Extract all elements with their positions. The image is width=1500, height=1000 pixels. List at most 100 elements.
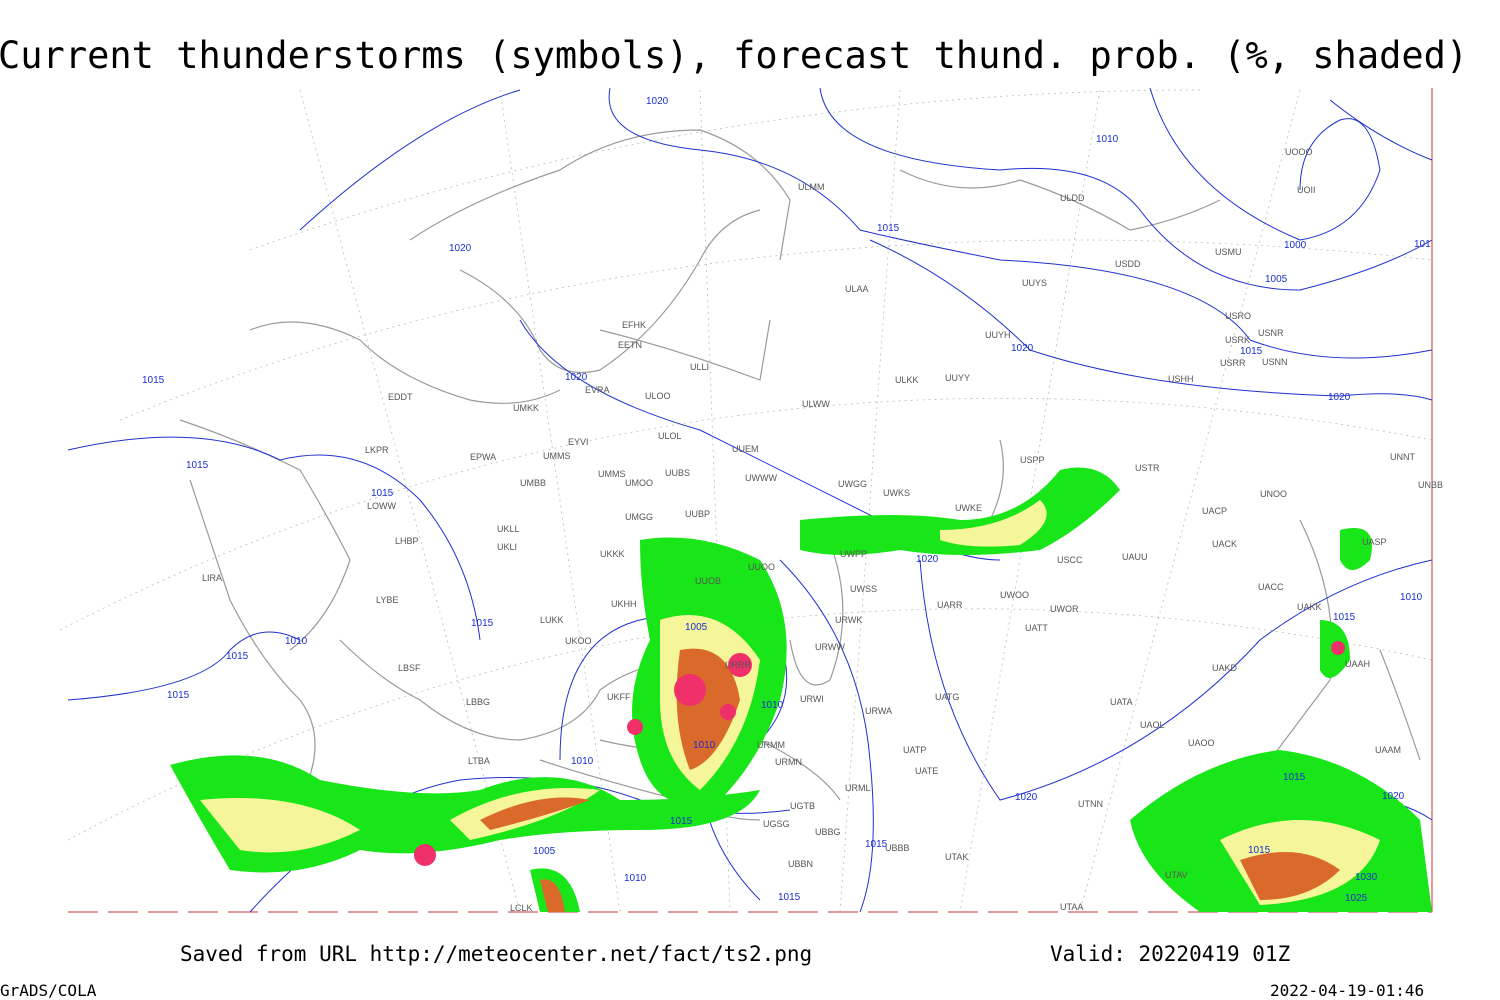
isobar-label: 1015 (865, 839, 888, 850)
station-code: UAKK (1297, 602, 1322, 612)
station-labels: ULMM ULDD UOOO UOII ULAA UUYS USDD USMU USRO USRK… (202, 147, 1443, 913)
station-code: ULAA (845, 284, 869, 294)
station-code: UGSG (763, 819, 790, 829)
isobars (67, 87, 1433, 913)
isobar-label: 1005 (1265, 274, 1288, 285)
isobar-label: 1020 (449, 243, 472, 254)
station-code: UKLI (497, 542, 517, 552)
station-code: UUBP (685, 509, 710, 519)
station-code: URMM (757, 740, 785, 750)
station-code: ULWW (802, 399, 830, 409)
station-code: URWA (865, 706, 892, 716)
station-code: UATT (1025, 623, 1048, 633)
station-code: URWI (800, 694, 824, 704)
isobar-label: 1015 (1333, 612, 1356, 623)
station-code: UTAA (1060, 902, 1083, 912)
station-code: ULLI (690, 362, 709, 372)
station-code: UAAM (1375, 745, 1401, 755)
station-code: UARR (937, 600, 963, 610)
station-code: UATE (915, 766, 938, 776)
valid-time: Valid: 20220419 01Z (1050, 942, 1290, 966)
station-code: EETN (618, 340, 642, 350)
isobar-label: 1015 (877, 223, 900, 234)
isobar-label: 1010 (571, 756, 594, 767)
station-code: EYVI (568, 437, 589, 447)
station-code: LKPR (365, 445, 389, 455)
station-code: UAUU (1122, 552, 1148, 562)
isobar-label: 1020 (1382, 791, 1405, 802)
software-credit: GrADS/COLA (0, 981, 97, 1000)
station-code: UATG (935, 692, 959, 702)
station-code: UMGG (625, 512, 653, 522)
isobar-label: 1005 (685, 622, 708, 633)
station-code: LHBP (395, 536, 419, 546)
station-code: USRO (1225, 311, 1251, 321)
isobar-label: 1015 (186, 460, 209, 471)
isobar-label: 1030 (1355, 872, 1378, 883)
station-code: UACC (1258, 582, 1284, 592)
isobar-label: 1015 (778, 892, 801, 903)
station-code: LCLK (510, 903, 533, 913)
station-code: UATA (1110, 697, 1133, 707)
station-code: UMMS (598, 469, 626, 479)
station-code: EFHK (622, 320, 646, 330)
station-code: LBBG (466, 697, 490, 707)
isobar-label: 1010 (1400, 592, 1423, 603)
station-code: UKLL (497, 524, 520, 534)
isobar-label: 1020 (916, 554, 939, 565)
station-code: ULOL (658, 431, 682, 441)
station-code: UWKE (955, 503, 982, 513)
station-code: UWPP (840, 549, 867, 559)
station-code: UTNN (1078, 799, 1103, 809)
station-code: LBSF (398, 663, 421, 673)
station-code: USDD (1115, 259, 1141, 269)
station-code: USHH (1168, 374, 1194, 384)
station-code: UMBB (520, 478, 546, 488)
isobar-label: 101 (1414, 239, 1431, 250)
station-code: USMU (1215, 247, 1242, 257)
title: Current thunderstorms (symbols), forecas… (0, 34, 1468, 77)
isobar-label: 1015 (1283, 772, 1306, 783)
isobar-label: 1020 (1328, 392, 1351, 403)
isobar-label: 1015 (471, 618, 494, 629)
isobar-label: 1010 (693, 740, 716, 751)
station-code: UUEM (732, 444, 759, 454)
isobar-label: 1005 (533, 846, 556, 857)
station-code: USPP (1020, 455, 1045, 465)
isobar-label: 1015 (1248, 845, 1271, 856)
station-code: UUYS (1022, 278, 1047, 288)
station-code: UBBN (788, 859, 813, 869)
station-code: UUOO (748, 562, 775, 572)
isobar-label: 1015 (371, 488, 394, 499)
station-code: URWK (835, 615, 862, 625)
station-code: UMOO (625, 478, 653, 488)
isobar-label: 1010 (285, 636, 308, 647)
isobar-label: 1015 (142, 375, 165, 386)
probability-shading (170, 467, 1432, 912)
isobar-label: 1015 (167, 690, 190, 701)
station-code: LTBA (468, 756, 490, 766)
station-code: UWWW (745, 473, 777, 483)
isobar-label: 1015 (1240, 346, 1263, 357)
station-code: LIRA (202, 573, 222, 583)
station-code: UASP (1362, 537, 1387, 547)
station-code: UAKD (1212, 663, 1238, 673)
station-code: UNOO (1260, 489, 1287, 499)
station-code: URML (845, 783, 871, 793)
station-code: UNBB (1418, 480, 1443, 490)
coastlines (179, 129, 1421, 821)
station-code: LYBE (376, 595, 398, 605)
station-code: UAOO (1188, 738, 1215, 748)
isobar-label: 1015 (226, 651, 249, 662)
isobar-label: 1020 (1015, 792, 1038, 803)
station-code: UTAK (945, 852, 968, 862)
station-code: UAAH (1345, 659, 1370, 669)
station-code: EDDT (388, 392, 413, 402)
station-code: UBBB (885, 843, 910, 853)
isobar-labels: 1020 1010 1015 1020 1000 1005 1015 1020 1020 1020… (142, 96, 1431, 904)
station-code: UOOO (1285, 147, 1313, 157)
station-code: UWGG (838, 479, 867, 489)
station-code: EPWA (470, 452, 496, 462)
isobar-label: 1020 (1011, 343, 1034, 354)
